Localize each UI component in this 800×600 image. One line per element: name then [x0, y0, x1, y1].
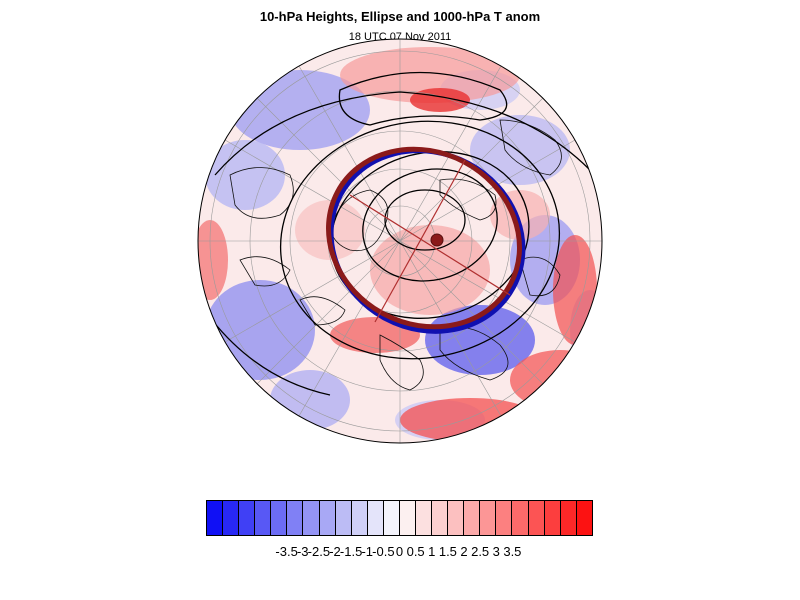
colorbar-tick-label: -0.5: [372, 544, 395, 559]
graticule: [198, 39, 602, 443]
colorbar-swatch: [399, 501, 417, 535]
colorbar-swatch: [480, 501, 497, 535]
colorbar-swatch: [448, 501, 465, 535]
colorbar-swatch: [223, 501, 240, 535]
colorbar-swatch: [367, 501, 384, 535]
colorbar-tick-label: 1.5: [438, 544, 457, 559]
colorbar-swatch: [271, 501, 288, 535]
colorbar-swatch: [287, 501, 304, 535]
colorbar-swatch: [383, 501, 400, 535]
vortex-ellipse: [326, 146, 526, 334]
colorbar-swatch: [560, 501, 577, 535]
plot-title: 10-hPa Heights, Ellipse and 1000-hPa T a…: [259, 9, 541, 24]
colorbar-tick-label: 3: [492, 544, 500, 559]
plot-subtitle: 18 UTC 07 Nov 2011: [348, 31, 452, 43]
colorbar-tick-label: -3.5: [275, 544, 298, 559]
colorbar-swatch: [496, 501, 513, 535]
colorbar-swatch: [416, 501, 433, 535]
colorbar-tick-label: -3: [296, 544, 309, 559]
colorbar-tick-label: 2.5: [471, 544, 490, 559]
colorbar-tick-label: -2.5: [307, 544, 331, 559]
colorbar-labels: -3.5 -3 -2.5 -2 -1.5 -1 -0.5 0 0.5 1 1.5 2 2.5 3 3.5: [206, 544, 593, 562]
colorbar-swatch: [528, 501, 545, 535]
colorbar-swatch: [432, 501, 449, 535]
colorbar-swatch: [319, 501, 336, 535]
colorbar-swatch: [544, 501, 561, 535]
colorbar-swatch: [335, 501, 352, 535]
colorbar-swatch: [207, 501, 224, 535]
colorbar-tick-label: 1: [428, 544, 436, 559]
colorbar-swatch: [351, 501, 368, 535]
colorbar-tick-label: 3.5: [503, 544, 522, 559]
colorbar-tick-label: 0: [395, 544, 404, 559]
colorbar-swatch: [255, 501, 272, 535]
colorbar-tick-label: 0.5: [406, 544, 425, 559]
colorbar-swatch: [512, 501, 529, 535]
colorbar-tick-label: -1.5: [339, 544, 363, 559]
colorbar-swatch: [303, 501, 320, 535]
colorbar-swatch: [464, 501, 481, 535]
colorbar-swatch: [239, 501, 256, 535]
colorbar-swatch: [576, 501, 592, 535]
colorbar-tick-label: -1: [361, 544, 374, 559]
height-contours: [211, 71, 591, 396]
colorbar: [206, 500, 593, 536]
colorbar-tick-label: -2: [329, 544, 341, 559]
colorbar-tick-label: 2: [460, 544, 468, 559]
